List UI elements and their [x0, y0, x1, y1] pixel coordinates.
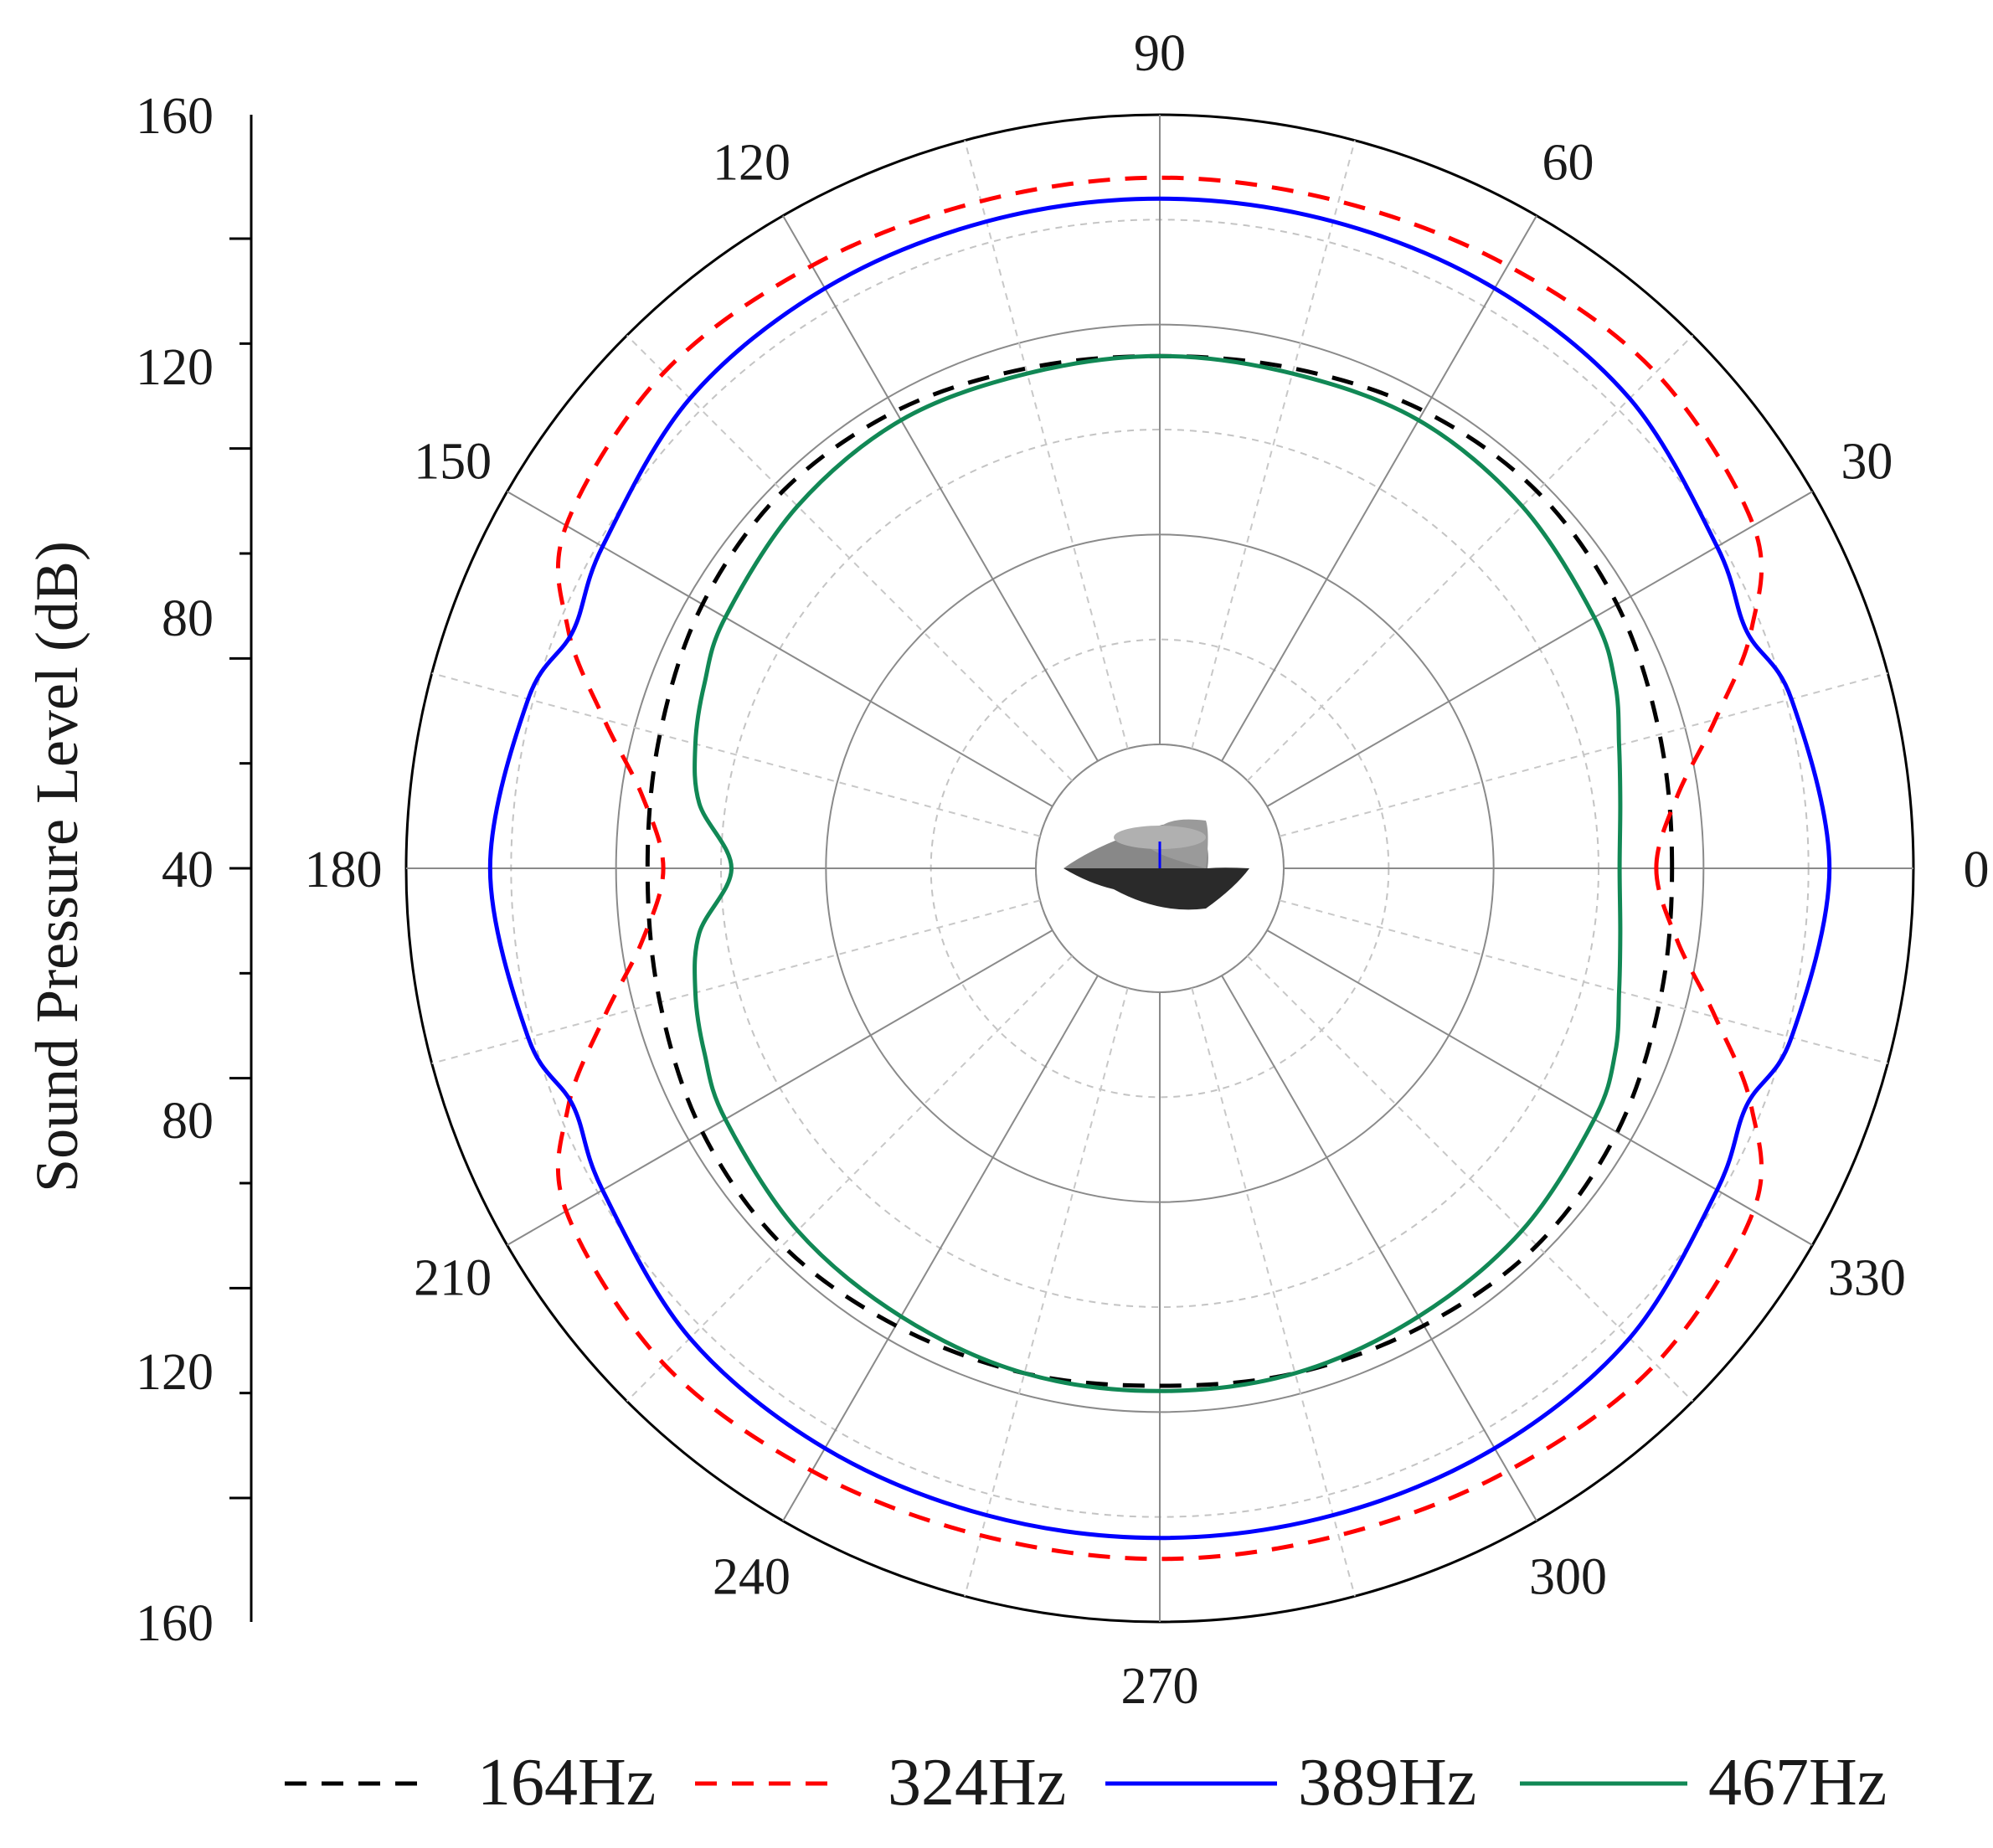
- angle-tick-label: 180: [305, 842, 383, 898]
- axis-tick-label: 40: [162, 842, 214, 898]
- grid-spoke: [964, 987, 1129, 1597]
- grid-spoke: [1279, 672, 1888, 837]
- grid-spoke: [507, 929, 1053, 1246]
- series-line-324hz: [556, 175, 1764, 1562]
- polar-grid: [404, 113, 1915, 1624]
- angle-tick-label: 210: [414, 1250, 492, 1307]
- grid-spoke: [431, 899, 1041, 1064]
- grid-spoke: [1266, 929, 1813, 1246]
- grid-spoke: [782, 975, 1099, 1521]
- grid-spoke: [1266, 491, 1813, 807]
- legend-label: 324Hz: [888, 1746, 1066, 1820]
- angle-tick-label: 60: [1542, 135, 1594, 192]
- y-axis-title: Sound Pressure Level (dB): [23, 541, 90, 1192]
- axis-tick-label: 160: [136, 1595, 214, 1652]
- series-line-164hz: [645, 353, 1675, 1388]
- series-group: [487, 175, 1832, 1562]
- angle-tick-label: 90: [1134, 25, 1186, 82]
- grid-spoke: [626, 334, 1074, 782]
- angle-tick-label: 0: [1964, 842, 1990, 898]
- legend-label: 164Hz: [477, 1746, 656, 1820]
- grid-spoke: [431, 672, 1041, 837]
- angle-tick-label: 270: [1121, 1658, 1199, 1715]
- angle-tick-label: 30: [1841, 434, 1893, 491]
- angle-tick-labels: 0 30 60 90 120 150 180 210 240 270 300 330: [305, 25, 1990, 1715]
- legend: 164Hz 324Hz 389Hz 467Hz: [285, 1746, 1887, 1820]
- angle-tick-label: 330: [1828, 1250, 1906, 1307]
- grid-spoke: [507, 491, 1053, 807]
- axis-tick-label: 120: [136, 339, 214, 396]
- axis-tick-label: 120: [136, 1344, 214, 1401]
- grid-spoke: [964, 140, 1129, 749]
- radial-axis: 160 120 80 40 80 120 160: [136, 88, 253, 1652]
- grid-spoke: [1221, 215, 1537, 762]
- grid-spoke: [1246, 334, 1694, 782]
- angle-tick-label: 150: [414, 434, 492, 491]
- angle-tick-label: 120: [713, 135, 791, 192]
- grid-spoke: [1191, 140, 1356, 749]
- axis-tick-label: 160: [136, 88, 214, 145]
- grid-spoke: [1246, 955, 1694, 1403]
- series-line-389hz: [487, 196, 1832, 1541]
- grid-spoke: [782, 215, 1099, 762]
- series-line-467hz: [693, 353, 1623, 1393]
- legend-label: 389Hz: [1298, 1746, 1476, 1820]
- axis-tick-label: 80: [162, 1093, 214, 1150]
- angle-tick-label: 240: [713, 1548, 791, 1605]
- grid-spoke: [1191, 987, 1356, 1597]
- grid-spoke: [626, 955, 1074, 1403]
- grid-spoke: [1221, 975, 1537, 1521]
- legend-label: 467Hz: [1708, 1746, 1887, 1820]
- speaker-icon: [1063, 819, 1249, 910]
- axis-tick-label: 80: [162, 590, 214, 647]
- angle-tick-label: 300: [1529, 1548, 1607, 1605]
- grid-spoke: [1279, 899, 1888, 1064]
